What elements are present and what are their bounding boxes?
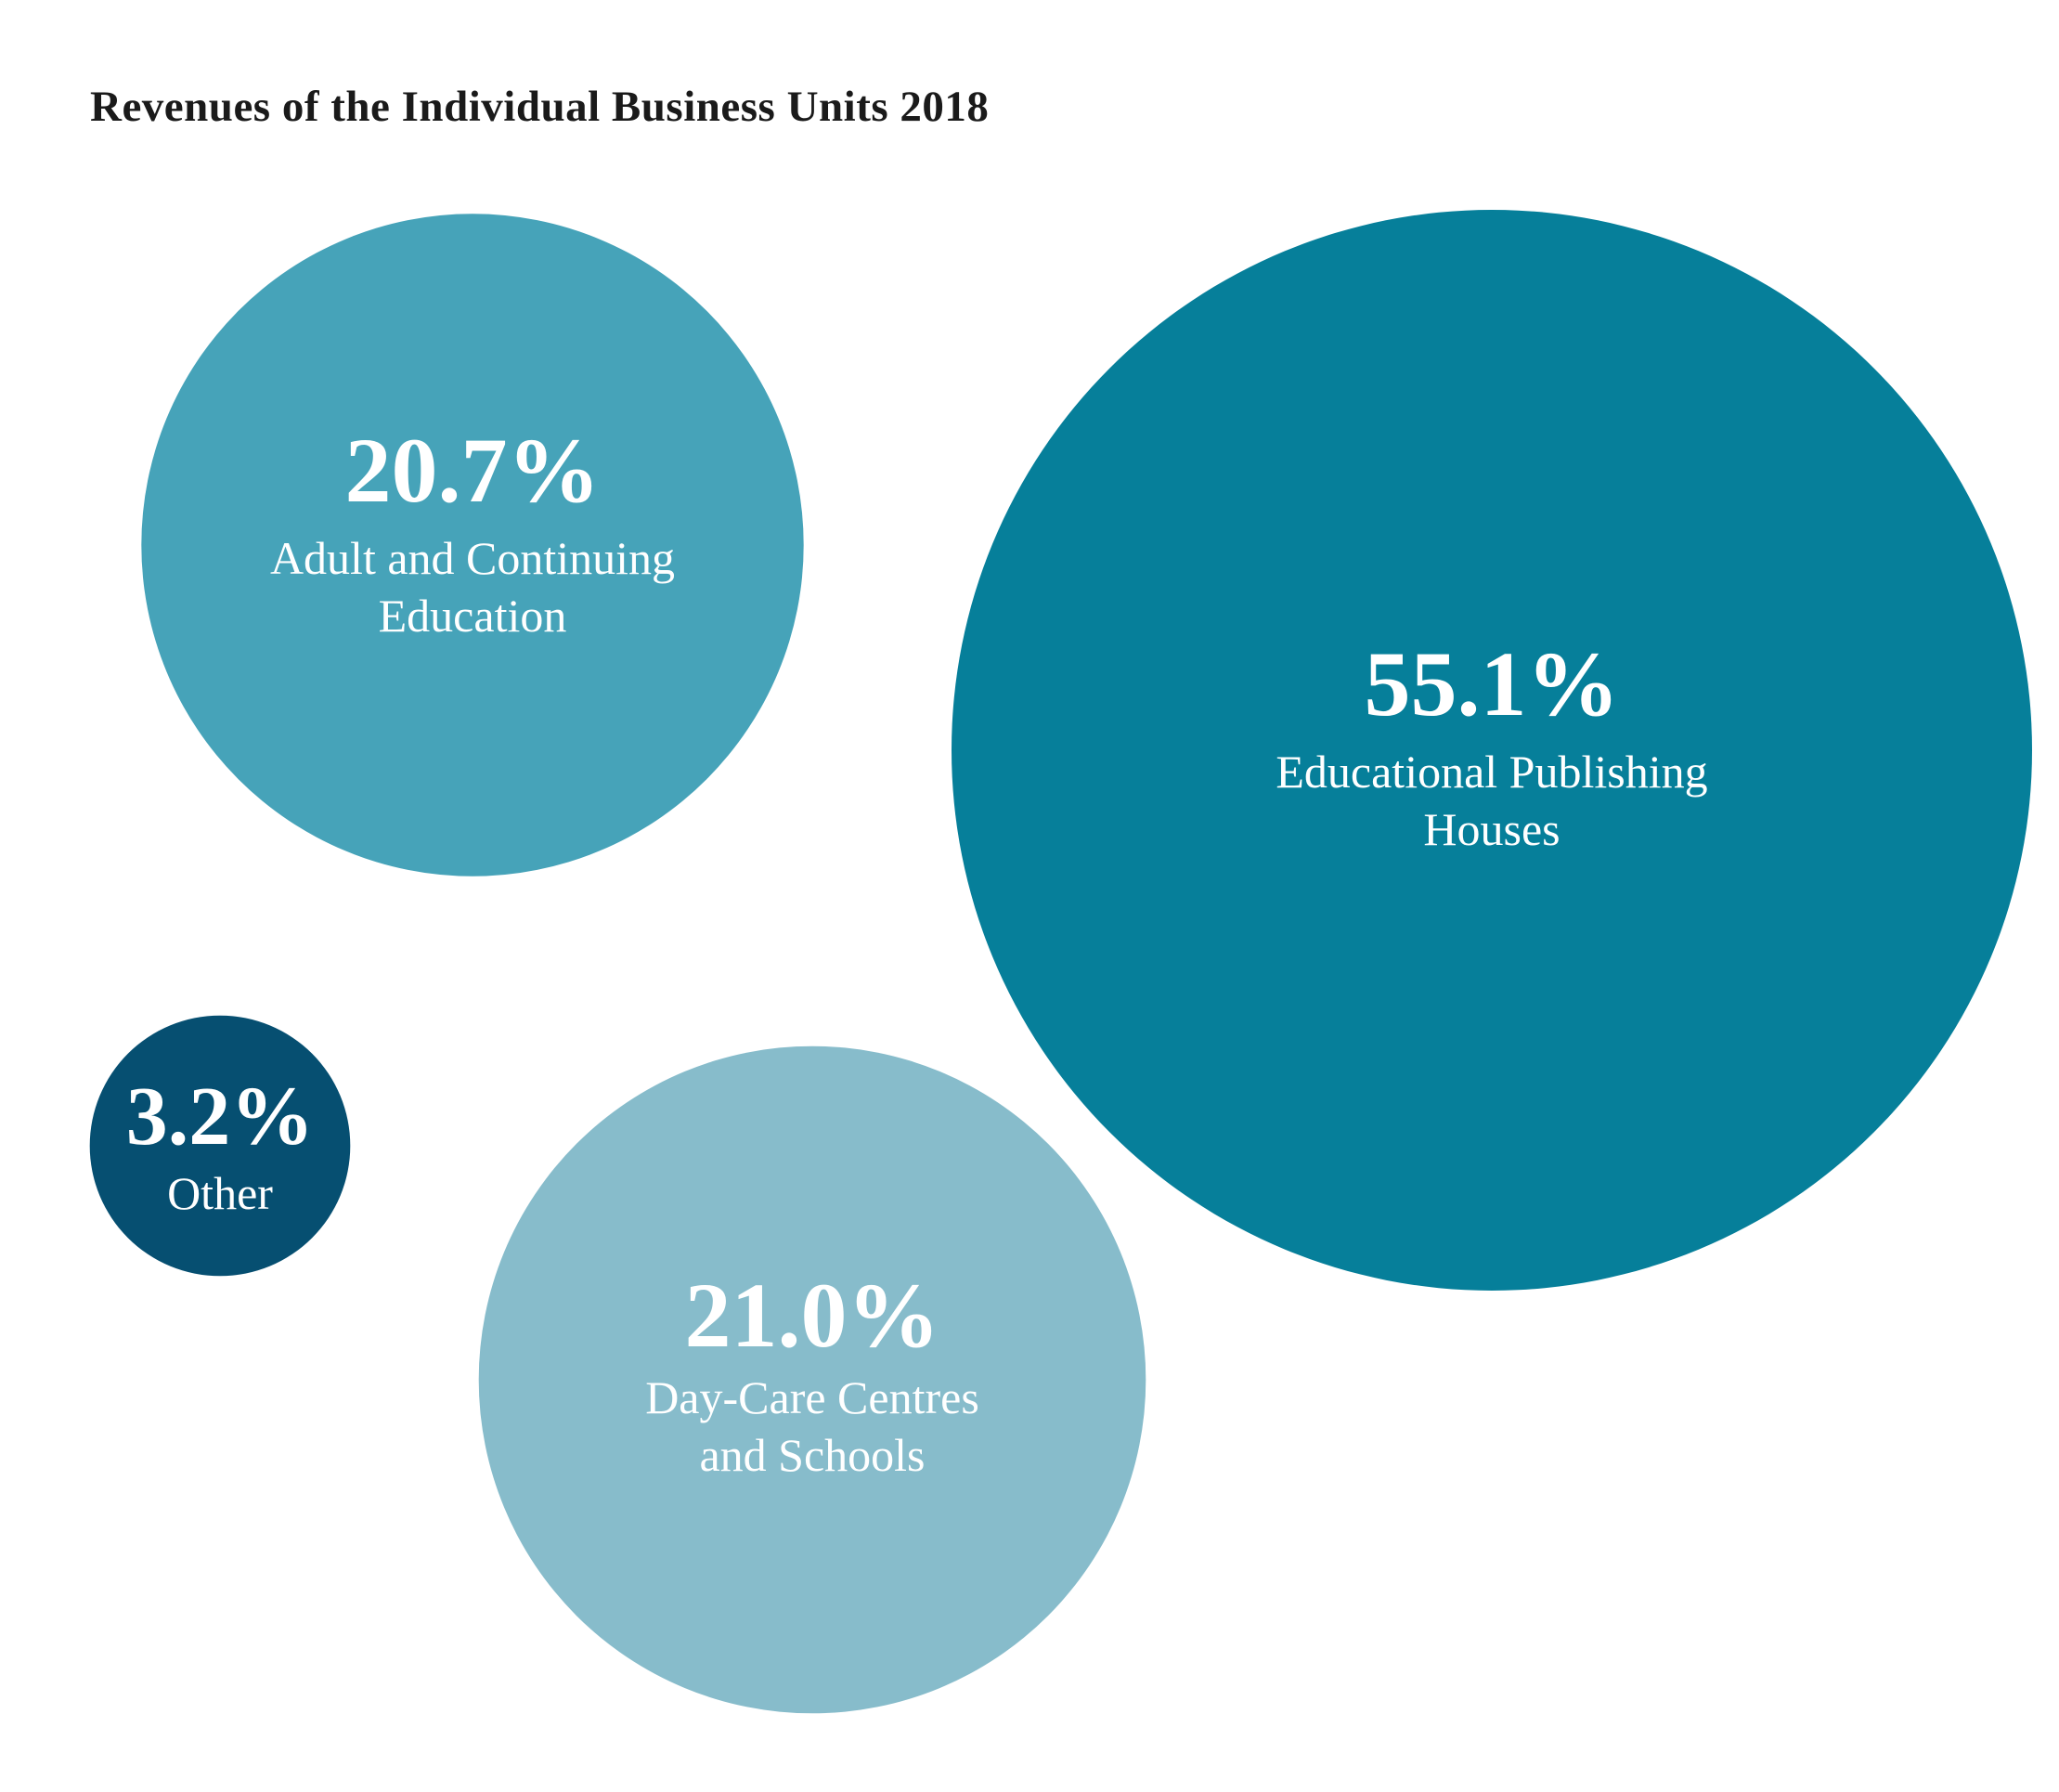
- bubble-value-label: 20.7%: [345, 419, 601, 522]
- bubble-category-label: and Schools: [699, 1429, 925, 1481]
- bubble-value-label: 3.2%: [126, 1071, 315, 1162]
- bubble-value-label: 21.0%: [685, 1264, 940, 1367]
- bubble-circle: [478, 1045, 1146, 1714]
- bubble-circle: [952, 210, 2032, 1291]
- bubble-category-label: Educational Publishing: [1276, 746, 1707, 798]
- bubble-category-label: Adult and Continuing: [270, 532, 675, 584]
- bubble-value-label: 55.1%: [1365, 632, 1620, 735]
- chart-title: Revenues of the Individual Business Unit…: [90, 83, 990, 131]
- bubble-circle: [89, 1015, 351, 1277]
- bubble-category-label: Other: [167, 1167, 273, 1219]
- bubble-circle: [141, 214, 804, 877]
- bubble-2: 3.2%Other: [89, 1015, 351, 1277]
- bubble-0: 20.7% Adult and Continuing Education: [141, 214, 804, 877]
- bubble-3: 21.0%Day-Care Centres and Schools: [478, 1045, 1146, 1714]
- bubble-category-label: Houses: [1423, 803, 1560, 855]
- bubble-category-label: Day-Care Centres: [645, 1371, 979, 1423]
- bubble-category-label: Education: [379, 590, 567, 642]
